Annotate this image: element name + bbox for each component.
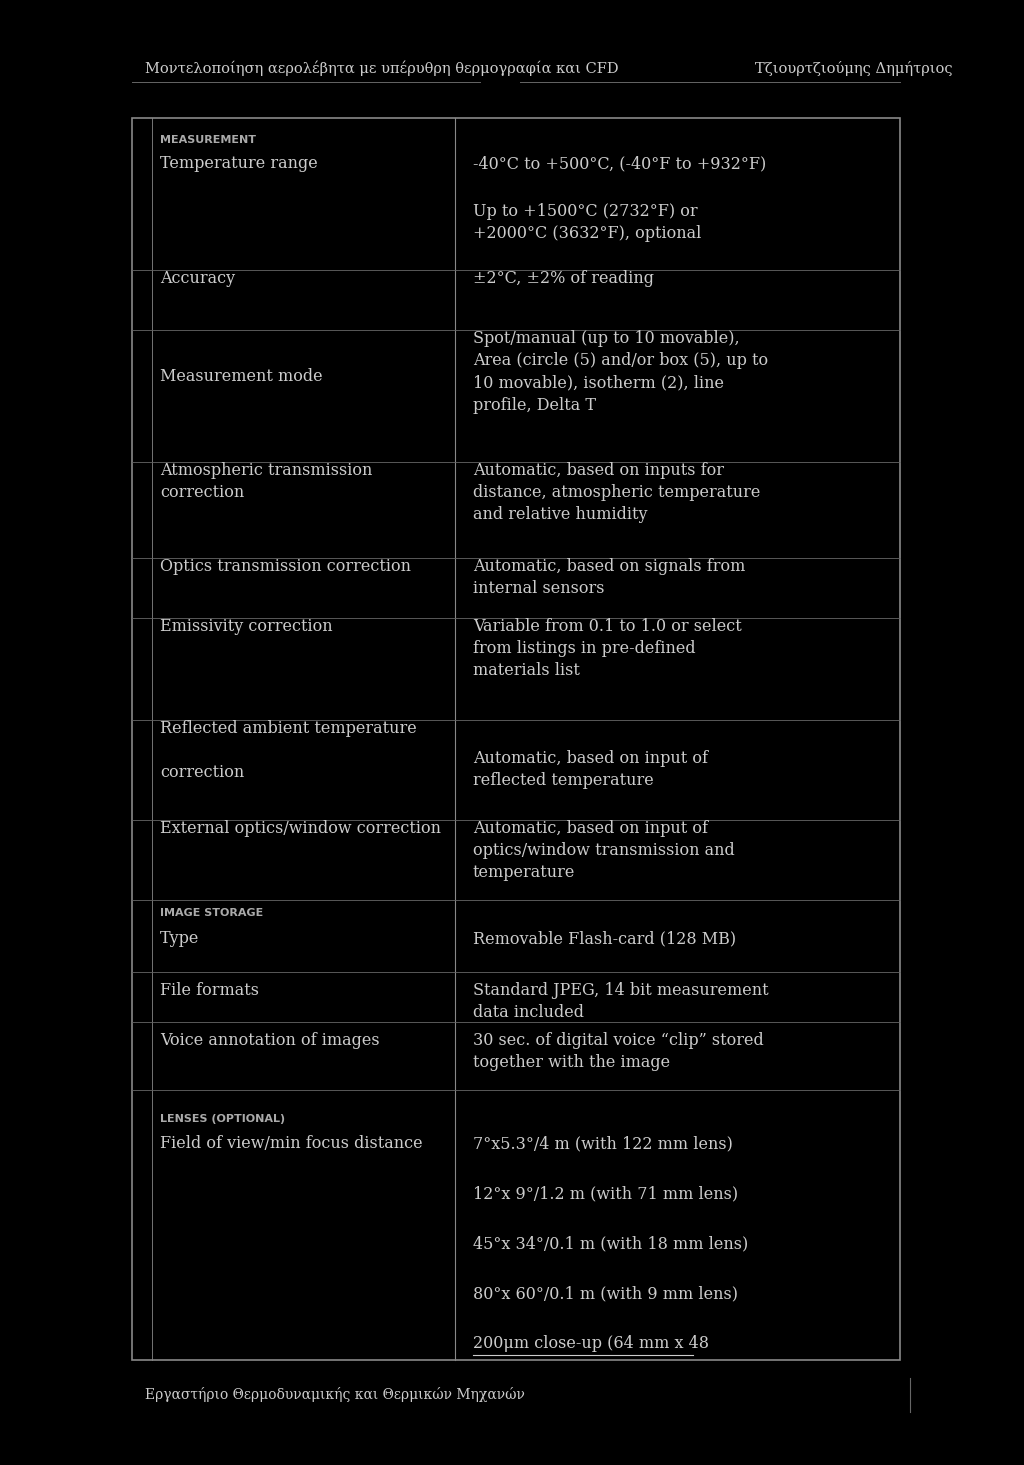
Text: Type: Type xyxy=(160,930,200,946)
Text: Temperature range: Temperature range xyxy=(160,155,317,171)
Text: Up to +1500°C (2732°F) or
+2000°C (3632°F), optional: Up to +1500°C (2732°F) or +2000°C (3632°… xyxy=(473,204,701,242)
Text: 12°x 9°/1.2 m (with 71 mm lens): 12°x 9°/1.2 m (with 71 mm lens) xyxy=(473,1185,738,1201)
Bar xyxy=(132,119,900,1360)
Text: 7°x5.3°/4 m (with 122 mm lens): 7°x5.3°/4 m (with 122 mm lens) xyxy=(473,1135,733,1151)
Text: Automatic, based on signals from
internal sensors: Automatic, based on signals from interna… xyxy=(473,558,745,598)
Text: Reflected ambient temperature

correction: Reflected ambient temperature correction xyxy=(160,719,417,781)
Text: Standard JPEG, 14 bit measurement
data included: Standard JPEG, 14 bit measurement data i… xyxy=(473,982,769,1021)
Text: 80°x 60°/0.1 m (with 9 mm lens): 80°x 60°/0.1 m (with 9 mm lens) xyxy=(473,1285,738,1302)
Text: ±2°C, ±2% of reading: ±2°C, ±2% of reading xyxy=(473,270,654,287)
Text: Automatic, based on input of
optics/window transmission and
temperature: Automatic, based on input of optics/wind… xyxy=(473,820,735,882)
Text: Accuracy: Accuracy xyxy=(160,270,236,287)
Text: Spot/manual (up to 10 movable),
Area (circle (5) and/or box (5), up to
10 movabl: Spot/manual (up to 10 movable), Area (ci… xyxy=(473,330,768,413)
Text: 200μm close-up (64 mm x 48: 200μm close-up (64 mm x 48 xyxy=(473,1335,709,1352)
Text: Voice annotation of images: Voice annotation of images xyxy=(160,1031,380,1049)
Text: Atmospheric transmission
correction: Atmospheric transmission correction xyxy=(160,461,373,501)
Text: Optics transmission correction: Optics transmission correction xyxy=(160,558,411,574)
Text: Field of view/min focus distance: Field of view/min focus distance xyxy=(160,1135,423,1151)
Text: File formats: File formats xyxy=(160,982,259,999)
Text: Variable from 0.1 to 1.0 or select
from listings in pre-defined
materials list: Variable from 0.1 to 1.0 or select from … xyxy=(473,618,741,680)
Text: 30 sec. of digital voice “clip” stored
together with the image: 30 sec. of digital voice “clip” stored t… xyxy=(473,1031,764,1071)
Text: 45°x 34°/0.1 m (with 18 mm lens): 45°x 34°/0.1 m (with 18 mm lens) xyxy=(473,1235,749,1253)
Text: Automatic, based on input of
reflected temperature: Automatic, based on input of reflected t… xyxy=(473,750,708,790)
Text: Τζιουρτζιούμης Δημήτριος: Τζιουρτζιούμης Δημήτριος xyxy=(755,60,952,76)
Text: Εργαστήριο Θερμοδυναμικής και Θερμικών Μηχανών: Εργαστήριο Θερμοδυναμικής και Θερμικών Μ… xyxy=(145,1387,525,1402)
Text: Removable Flash-card (128 MB): Removable Flash-card (128 MB) xyxy=(473,930,736,946)
Text: LENSES (OPTIONAL): LENSES (OPTIONAL) xyxy=(160,1113,285,1124)
Text: Emissivity correction: Emissivity correction xyxy=(160,618,333,634)
Text: Μοντελοποίηση αερολέβητα με υπέρυθρη θερμογραφία και CFD: Μοντελοποίηση αερολέβητα με υπέρυθρη θερ… xyxy=(145,60,618,76)
Text: Automatic, based on inputs for
distance, atmospheric temperature
and relative hu: Automatic, based on inputs for distance,… xyxy=(473,461,761,523)
Text: External optics/window correction: External optics/window correction xyxy=(160,820,441,837)
Text: Measurement mode: Measurement mode xyxy=(160,368,323,385)
Text: MEASUREMENT: MEASUREMENT xyxy=(160,135,256,145)
Text: IMAGE STORAGE: IMAGE STORAGE xyxy=(160,908,263,919)
Text: -40°C to +500°C, (-40°F to +932°F): -40°C to +500°C, (-40°F to +932°F) xyxy=(473,155,766,171)
